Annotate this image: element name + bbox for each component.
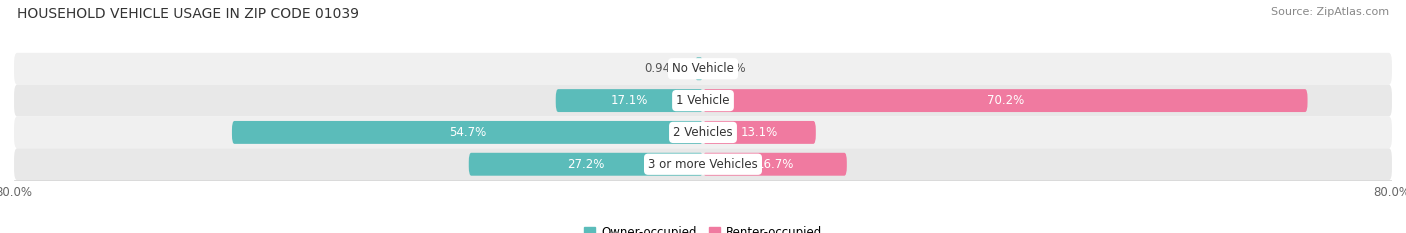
Text: 0.0%: 0.0%: [716, 62, 745, 75]
Text: 13.1%: 13.1%: [741, 126, 778, 139]
FancyBboxPatch shape: [703, 121, 815, 144]
Text: Source: ZipAtlas.com: Source: ZipAtlas.com: [1271, 7, 1389, 17]
Text: 27.2%: 27.2%: [567, 158, 605, 171]
Text: 1 Vehicle: 1 Vehicle: [676, 94, 730, 107]
FancyBboxPatch shape: [703, 153, 846, 176]
Legend: Owner-occupied, Renter-occupied: Owner-occupied, Renter-occupied: [579, 221, 827, 233]
FancyBboxPatch shape: [14, 85, 1392, 116]
FancyBboxPatch shape: [555, 89, 703, 112]
FancyBboxPatch shape: [14, 116, 1392, 148]
FancyBboxPatch shape: [703, 89, 1308, 112]
Text: 3 or more Vehicles: 3 or more Vehicles: [648, 158, 758, 171]
Text: 2 Vehicles: 2 Vehicles: [673, 126, 733, 139]
Text: 70.2%: 70.2%: [987, 94, 1024, 107]
Text: 0.94%: 0.94%: [645, 62, 682, 75]
FancyBboxPatch shape: [695, 57, 703, 80]
FancyBboxPatch shape: [14, 53, 1392, 85]
Text: 54.7%: 54.7%: [449, 126, 486, 139]
Text: No Vehicle: No Vehicle: [672, 62, 734, 75]
Text: HOUSEHOLD VEHICLE USAGE IN ZIP CODE 01039: HOUSEHOLD VEHICLE USAGE IN ZIP CODE 0103…: [17, 7, 359, 21]
Text: 17.1%: 17.1%: [610, 94, 648, 107]
Text: 16.7%: 16.7%: [756, 158, 793, 171]
FancyBboxPatch shape: [232, 121, 703, 144]
FancyBboxPatch shape: [14, 148, 1392, 180]
FancyBboxPatch shape: [468, 153, 703, 176]
